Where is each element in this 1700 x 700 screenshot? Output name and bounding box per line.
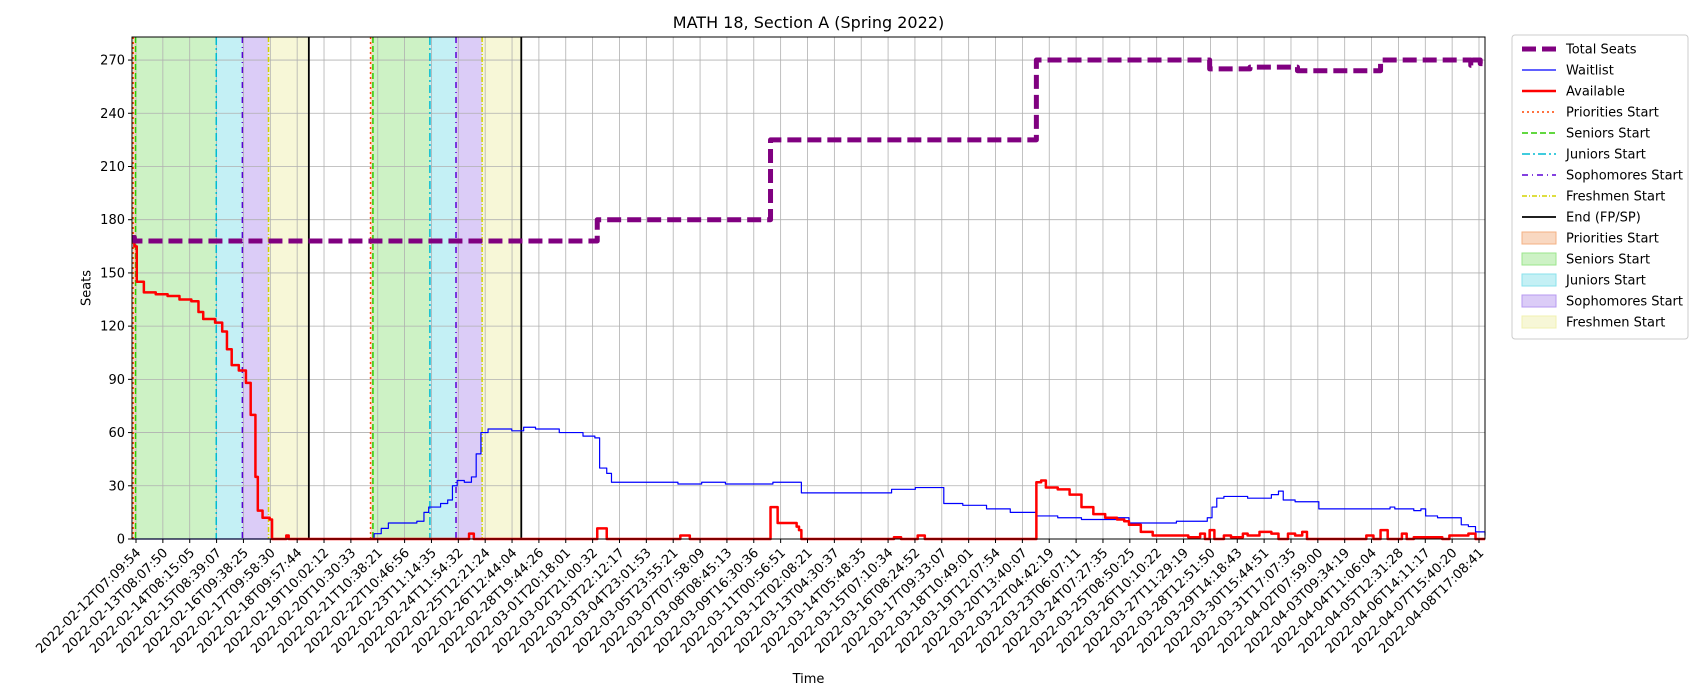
legend-label-marker-2: Juniors Start	[1565, 148, 1646, 163]
legend-label-region-2: Juniors Start	[1565, 274, 1646, 289]
shaded-region-2-0	[216, 37, 243, 539]
series-line-0	[131, 57, 1485, 244]
x-axis-label: Time	[792, 672, 825, 687]
chart-title: MATH 18, Section A (Spring 2022)	[673, 13, 944, 32]
legend-label-marker-0: Priorities Start	[1566, 106, 1659, 121]
shaded-regions	[133, 37, 522, 539]
legend-label-region-3: Sophomores Start	[1566, 295, 1683, 310]
legend-label-marker-4: Freshmen Start	[1566, 190, 1665, 205]
legend-label-series-0: Total Seats	[1565, 43, 1637, 58]
y-tick-label-7: 210	[100, 160, 125, 175]
shaded-region-1-1	[372, 37, 430, 539]
y-tick-label-8: 240	[100, 107, 125, 122]
legend-label-series-1: Waitlist	[1566, 64, 1614, 79]
y-axis-label: Seats	[80, 270, 95, 306]
legend-label-marker-5: End (FP/SP)	[1566, 211, 1641, 226]
y-tick-label-4: 120	[100, 320, 125, 335]
grid	[132, 37, 1485, 540]
y-tick-label-9: 270	[100, 54, 125, 69]
shaded-region-2-1	[429, 37, 457, 539]
y-axis-ticks: 0 30 60 90 120 150 180 210 240 270	[100, 54, 132, 548]
legend-label-region-4: Freshmen Start	[1566, 316, 1665, 331]
legend-label-marker-1: Seniors Start	[1566, 127, 1650, 142]
vertical-markers	[132, 37, 523, 539]
shaded-region-0-1	[370, 37, 373, 539]
legend-swatch-region-4	[1521, 315, 1557, 329]
legend-swatch-region-3	[1521, 294, 1557, 308]
legend-label-region-1: Seniors Start	[1566, 253, 1650, 268]
shaded-region-0-0	[133, 37, 136, 539]
y-tick-label-0: 0	[117, 533, 125, 548]
legend-label-region-0: Priorities Start	[1566, 232, 1659, 247]
shaded-region-1-0	[135, 37, 217, 539]
y-tick-label-6: 180	[100, 213, 125, 228]
legend-swatch-region-2	[1521, 273, 1557, 287]
shaded-region-3-1	[456, 37, 483, 539]
legend: Total Seats Waitlist Available Priorities S…	[1511, 34, 1689, 340]
legend-swatch-region-1	[1521, 252, 1557, 266]
y-tick-label-5: 150	[100, 266, 125, 281]
y-tick-label-2: 60	[108, 426, 125, 441]
legend-label-marker-3: Sophomores Start	[1566, 169, 1683, 184]
plot-frame	[131, 36, 1486, 540]
y-tick-label-1: 30	[108, 479, 125, 494]
series-line-2	[132, 236, 1485, 541]
x-axis-ticks: 2022-02-12T07:09:542022-02-13T08:07:5020…	[33, 539, 1487, 657]
series-line-1	[132, 426, 1486, 540]
series-lines	[131, 57, 1486, 541]
legend-label-series-2: Available	[1566, 85, 1625, 100]
shaded-region-4-0	[268, 37, 309, 539]
shaded-region-4-1	[482, 37, 522, 539]
legend-swatch-region-0	[1521, 231, 1557, 245]
legend-frame	[1511, 34, 1689, 340]
y-tick-label-3: 90	[108, 373, 125, 388]
